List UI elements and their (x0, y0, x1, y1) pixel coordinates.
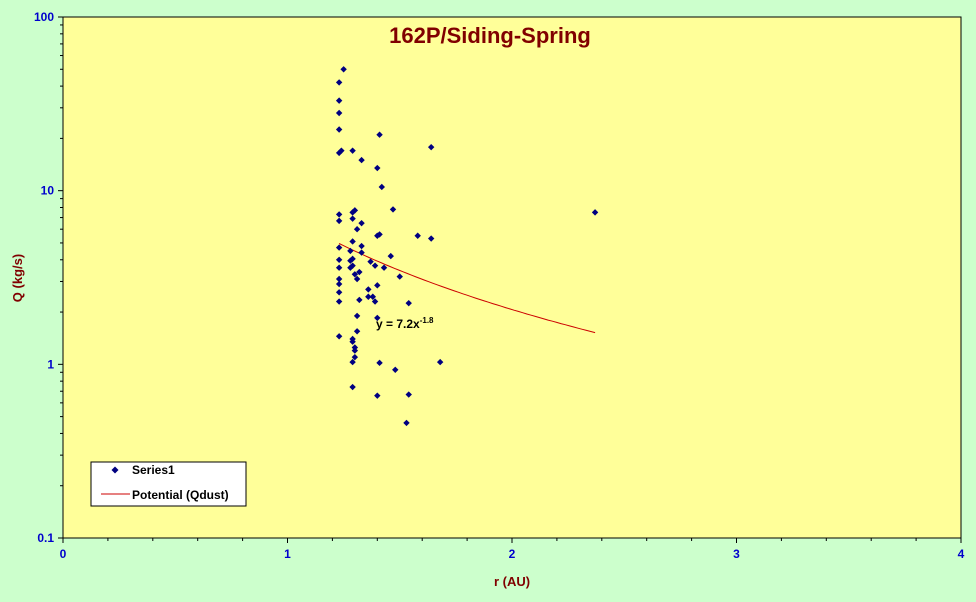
data-point (374, 232, 381, 239)
data-point (405, 299, 412, 307)
data-point (347, 247, 354, 255)
y-tick-label: 10 (41, 184, 55, 198)
data-point (349, 338, 356, 345)
y-tick-label: 1 (47, 357, 54, 371)
data-point (335, 256, 343, 263)
data-point (349, 238, 356, 245)
trendline-equation: y = 7.2x-1.8 (376, 316, 434, 331)
data-point (349, 383, 356, 391)
data-point (358, 242, 365, 250)
data-point (353, 275, 361, 283)
data-point (358, 219, 365, 227)
data-point (436, 358, 444, 366)
data-point (335, 298, 343, 305)
data-point (335, 217, 343, 225)
y-tick-label: 100 (34, 10, 54, 24)
data-point (392, 366, 399, 374)
data-point (349, 255, 356, 263)
data-point (427, 235, 435, 242)
data-point (335, 126, 343, 133)
data-point (371, 298, 379, 305)
data-point (335, 109, 343, 117)
data-point (380, 264, 388, 271)
data-point (335, 264, 343, 271)
data-point (353, 312, 361, 320)
data-point (405, 391, 412, 398)
data-point (403, 419, 410, 427)
legend: Series1 Potential (Qdust) (90, 461, 247, 507)
data-point (356, 268, 363, 276)
data-point (389, 206, 397, 213)
data-point (353, 225, 361, 233)
data-point (347, 264, 354, 271)
x-axis-title: r (AU) (494, 574, 530, 589)
plot-area (62, 16, 962, 539)
x-tick-label: 4 (958, 547, 965, 561)
data-point (335, 79, 343, 86)
data-point (369, 293, 377, 300)
x-axis-ticks: 0 1 2 3 4 (60, 538, 965, 561)
data-point (365, 286, 372, 293)
legend-label-trendline: Potential (Qdust) (132, 488, 229, 502)
series1-points (335, 66, 599, 427)
trendline-potential-qdust (338, 243, 596, 334)
data-point (335, 333, 343, 340)
data-point (376, 231, 383, 238)
trendline-equation-exponent: -1.8 (420, 316, 434, 325)
x-tick-label: 1 (284, 547, 291, 561)
data-point (374, 314, 381, 322)
data-point (358, 249, 365, 256)
y-axis-ticks: 0.1 1 10 100 (34, 10, 63, 545)
data-point (358, 156, 365, 164)
data-point (371, 262, 379, 269)
legend-marker-series1 (111, 466, 119, 474)
data-point (351, 353, 359, 361)
data-point (338, 147, 345, 154)
data-point (335, 289, 343, 296)
data-point (376, 131, 383, 138)
data-point (353, 328, 361, 335)
data-point (387, 252, 394, 260)
data-point (374, 282, 381, 289)
data-point (396, 273, 403, 280)
data-point (427, 143, 435, 151)
data-point (591, 209, 599, 216)
data-point (335, 280, 343, 288)
data-point (378, 183, 385, 191)
chart-title: 162P/Siding-Spring (389, 23, 591, 48)
data-point (335, 211, 343, 218)
legend-label-series1: Series1 (132, 463, 175, 477)
y-axis-title: Q (kg/s) (10, 254, 25, 302)
x-tick-label: 3 (733, 547, 740, 561)
trendline-equation-base: y = 7.2x (376, 317, 420, 331)
data-point (335, 244, 343, 251)
data-point (374, 392, 381, 399)
data-point (367, 258, 374, 265)
data-point (351, 347, 359, 354)
data-point (335, 97, 343, 104)
data-point (351, 207, 359, 214)
data-point (365, 293, 372, 300)
data-point (349, 358, 356, 366)
data-point (356, 296, 363, 304)
data-point (349, 215, 356, 222)
data-point (351, 271, 359, 278)
data-point (414, 232, 421, 239)
x-tick-label: 2 (509, 547, 516, 561)
data-point (374, 164, 381, 172)
data-point (349, 147, 356, 154)
x-tick-label: 0 (60, 547, 67, 561)
y-tick-label: 0.1 (37, 531, 54, 545)
data-point (340, 66, 347, 73)
data-point (376, 359, 383, 367)
data-point (335, 275, 343, 283)
